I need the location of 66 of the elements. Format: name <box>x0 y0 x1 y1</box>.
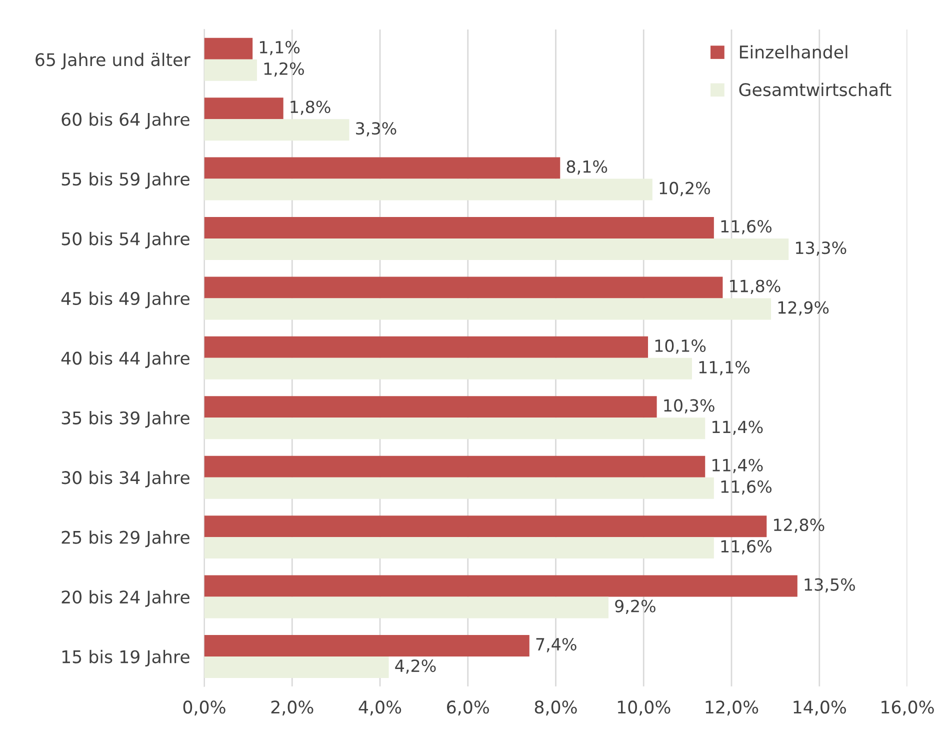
bar <box>204 98 284 120</box>
bar <box>204 477 714 499</box>
data-label: 11,4% <box>712 420 763 435</box>
bar <box>204 38 253 60</box>
data-label: 11,6% <box>721 540 772 554</box>
x-tick-label: 12,0% <box>706 700 758 716</box>
data-label: 11,8% <box>730 280 780 294</box>
data-label: 7,4% <box>536 638 576 652</box>
y-tick-label: 55 bis 59 Jahre <box>62 172 190 189</box>
y-tick-label: 60 bis 64 Jahre <box>62 112 190 130</box>
bar <box>204 157 560 179</box>
data-label: 8,1% <box>566 160 608 175</box>
data-label: 11,1% <box>699 360 750 376</box>
data-label: 10,2% <box>660 182 710 196</box>
data-label: 9,2% <box>615 600 656 614</box>
data-label: 13,5% <box>804 578 855 593</box>
x-tick-label: 14,0% <box>794 700 846 716</box>
x-tick-label: 0,0% <box>183 700 226 716</box>
bar <box>204 358 692 380</box>
data-label: 4,2% <box>395 659 436 674</box>
legend-label: Einzelhandel <box>740 45 848 59</box>
x-tick-label: 2,0% <box>271 700 314 716</box>
bar <box>204 537 714 559</box>
bar <box>204 298 772 320</box>
y-tick-label: 20 bis 24 Jahre <box>62 590 190 607</box>
bar <box>204 418 706 440</box>
bar <box>204 396 657 418</box>
y-tick-label: 15 bis 19 Jahre <box>62 650 190 667</box>
legend-label: Gesamtwirtschaft <box>739 82 892 96</box>
bar <box>204 238 789 260</box>
y-tick-label: 45 bis 49 Jahre <box>61 292 190 308</box>
data-label: 10,3% <box>664 399 714 414</box>
data-label: 12,8% <box>774 518 824 533</box>
bar <box>204 656 389 678</box>
y-tick-label: 30 bis 34 Jahre <box>62 470 190 488</box>
data-label: 11,6% <box>721 480 772 495</box>
bar <box>204 119 350 141</box>
y-tick-label: 50 bis 54 Jahre <box>62 232 190 249</box>
data-label: 12,9% <box>778 301 829 316</box>
y-tick-label: 40 bis 44 Jahre <box>61 351 190 368</box>
bar <box>204 634 530 656</box>
bar <box>204 516 767 538</box>
x-tick-label: 8,0% <box>534 700 577 716</box>
bar <box>204 596 608 618</box>
data-label: 1,1% <box>260 40 300 56</box>
y-tick-label: 25 bis 29 Jahre <box>62 530 190 548</box>
y-tick-label: 65 Jahre und älter <box>36 52 190 70</box>
bar <box>204 276 723 298</box>
data-label: 3,3% <box>356 122 396 136</box>
data-label: 1,8% <box>290 100 330 115</box>
x-tick-label: 16,0% <box>882 700 934 716</box>
bar <box>204 456 706 478</box>
data-label: 10,1% <box>655 339 706 354</box>
x-tick-label: 4,0% <box>358 700 402 716</box>
bar <box>204 59 257 81</box>
data-label: 13,3% <box>796 241 846 256</box>
y-tick-label: 35 bis 39 Jahre <box>62 411 190 428</box>
bar <box>204 575 798 597</box>
bar <box>204 217 714 239</box>
data-label: 11,6% <box>721 220 772 234</box>
data-label: 11,4% <box>712 458 763 474</box>
data-label: 1,2% <box>264 62 304 77</box>
bar <box>204 336 648 358</box>
x-tick-label: 6,0% <box>447 700 489 716</box>
bar <box>204 178 652 200</box>
x-tick-label: 10,0% <box>618 700 670 716</box>
